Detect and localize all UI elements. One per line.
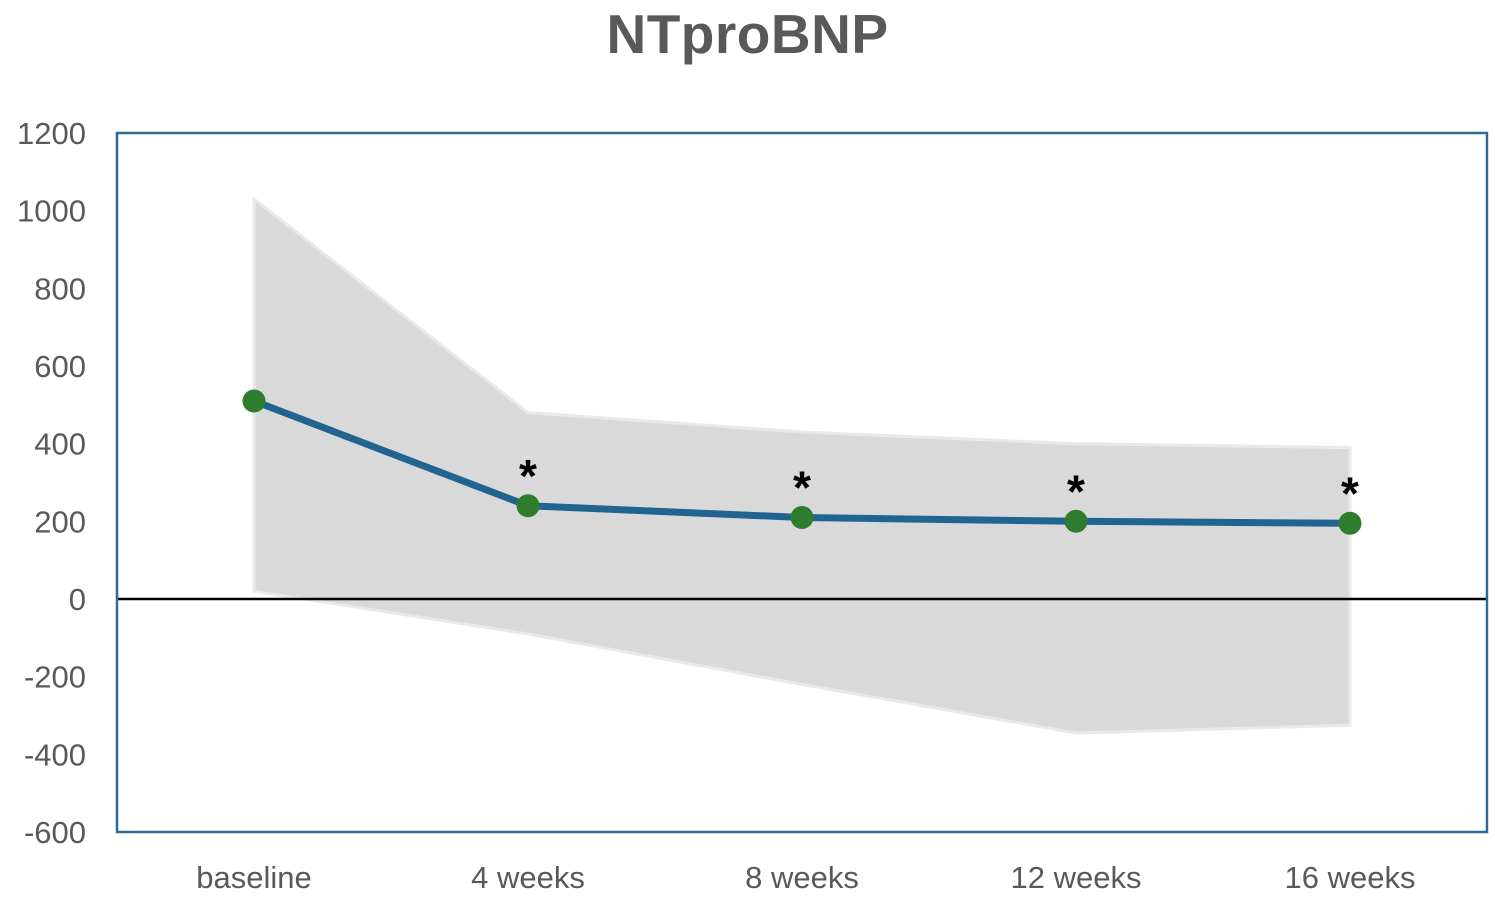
y-axis-tick-label: 0 (69, 582, 86, 617)
y-axis-tick-label: -600 (24, 815, 86, 850)
y-axis-tick-label: -200 (24, 660, 86, 695)
significance-asterisk: * (793, 462, 811, 514)
y-axis-tick-label: 400 (34, 427, 86, 462)
chart-title: NTproBNP (606, 3, 889, 65)
y-axis-tick-label: 800 (34, 271, 86, 306)
y-axis-tick-label: -400 (24, 737, 86, 772)
x-axis-tick-label: 4 weeks (471, 860, 585, 895)
data-point-marker (516, 494, 540, 518)
x-axis-tick-label: 8 weeks (745, 860, 859, 895)
y-axis-tick-label: 200 (34, 504, 86, 539)
y-axis-tick-label: 1200 (17, 116, 86, 151)
significance-asterisk: * (1341, 467, 1359, 519)
data-point-marker (242, 389, 266, 413)
x-axis-tick-label: 12 weeks (1011, 860, 1142, 895)
data-point-marker (1338, 511, 1362, 535)
x-axis-tick-label: 16 weeks (1285, 860, 1416, 895)
plot-border (115, 131, 1489, 834)
y-axis-tick-label: 1000 (17, 194, 86, 229)
data-point-marker (790, 506, 814, 529)
x-axis-tick-label: baseline (196, 860, 311, 895)
significance-asterisk: * (1067, 465, 1085, 517)
significance-asterisk: * (519, 450, 537, 502)
y-axis-tick-label: 600 (34, 349, 86, 384)
data-point-marker (1064, 509, 1088, 533)
